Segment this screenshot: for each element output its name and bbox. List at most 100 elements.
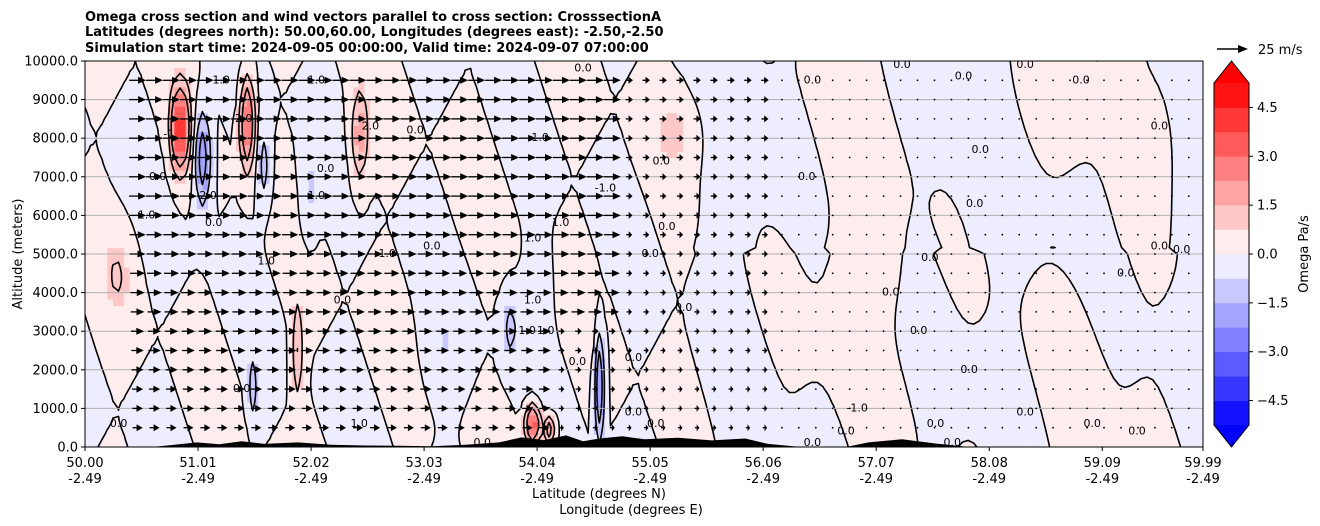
omega-cell	[174, 247, 181, 255]
omega-cell	[174, 234, 181, 242]
omega-cell	[303, 163, 310, 171]
omega-cell	[470, 189, 477, 197]
omega-cell	[504, 144, 511, 152]
omega-cell	[459, 369, 466, 377]
omega-cell	[392, 144, 399, 152]
omega-cell	[118, 247, 125, 255]
omega-cell	[224, 331, 231, 339]
omega-cell	[213, 208, 220, 216]
omega-cell	[303, 395, 310, 403]
omega-cell	[135, 254, 142, 262]
omega-cell	[308, 331, 315, 339]
omega-cell	[85, 234, 92, 242]
omega-cell	[202, 408, 209, 416]
omega-cell	[213, 221, 220, 229]
omega-cell	[275, 299, 282, 307]
omega-cell	[202, 369, 209, 377]
omega-cell	[291, 356, 299, 364]
omega-cell	[124, 138, 131, 146]
omega-cell	[213, 311, 220, 319]
omega-cell	[286, 286, 293, 294]
omega-cell	[85, 292, 92, 300]
omega-cell	[537, 260, 544, 268]
omega-cell	[101, 427, 108, 435]
omega-cell	[364, 421, 371, 429]
omega-cell	[336, 80, 343, 88]
omega-cell	[90, 67, 97, 75]
omega-cell	[207, 234, 215, 242]
omega-cell	[280, 247, 287, 255]
omega-cell	[453, 434, 461, 442]
omega-cell	[353, 183, 360, 191]
omega-cell	[168, 215, 176, 223]
omega-cell	[291, 208, 299, 216]
omega-cell	[207, 138, 215, 146]
omega-cell	[107, 344, 114, 352]
omega-cell	[498, 331, 505, 339]
omega-cell	[392, 311, 399, 319]
omega-cell	[196, 234, 203, 242]
omega-cell	[470, 434, 477, 442]
omega-cell	[392, 337, 399, 345]
omega-cell	[442, 151, 449, 159]
omega-cell	[263, 228, 271, 236]
omega-cell	[314, 151, 321, 159]
omega-cell	[370, 440, 377, 447]
omega-cell	[213, 369, 220, 377]
omega-cell	[330, 376, 338, 384]
omega-cell	[386, 118, 394, 126]
omega-cell	[358, 266, 366, 274]
omega-cell	[140, 305, 148, 313]
omega-cell	[241, 215, 248, 223]
omega-cell	[269, 356, 276, 364]
omega-cell	[431, 331, 438, 339]
omega-cell	[180, 324, 187, 332]
omega-cell	[431, 376, 438, 384]
omega-cell	[308, 93, 315, 101]
omega-cell	[185, 311, 192, 319]
omega-cell	[196, 228, 203, 236]
omega-cell	[252, 266, 259, 274]
omega-cell	[325, 80, 332, 88]
omega-cell	[487, 292, 494, 300]
omega-cell	[235, 144, 243, 152]
omega-cell	[420, 202, 427, 210]
omega-cell	[319, 434, 326, 442]
omega-cell	[386, 311, 394, 319]
omega-cell	[398, 401, 405, 409]
omega-cell	[515, 414, 522, 422]
omega-cell	[314, 369, 321, 377]
omega-cell	[459, 266, 466, 274]
omega-cell	[381, 61, 388, 69]
omega-cell	[191, 61, 198, 69]
omega-cell	[124, 176, 131, 184]
omega-cell	[481, 144, 489, 152]
omega-cell	[157, 311, 164, 319]
omega-cell	[358, 138, 366, 146]
omega-cell	[202, 73, 209, 81]
omega-cell	[168, 318, 176, 326]
omega-cell	[425, 163, 433, 171]
omega-cell	[135, 80, 142, 88]
omega-cell	[291, 176, 299, 184]
omega-cell	[459, 106, 466, 114]
omega-cell	[252, 138, 259, 146]
omega-cell	[118, 434, 125, 442]
omega-cell	[319, 279, 326, 287]
omega-cell	[314, 279, 321, 287]
omega-cell	[470, 273, 477, 281]
omega-cell	[521, 125, 528, 133]
omega-cell	[168, 208, 176, 216]
omega-cell	[235, 196, 243, 204]
omega-cell	[202, 389, 209, 397]
omega-cell	[96, 434, 103, 442]
omega-cell	[157, 221, 164, 229]
omega-cell	[96, 112, 103, 120]
omega-cell	[163, 266, 170, 274]
omega-cell	[101, 99, 108, 107]
omega-cell	[470, 395, 477, 403]
omega-cell	[90, 73, 97, 81]
omega-cell	[269, 299, 276, 307]
omega-cell	[224, 273, 231, 281]
omega-cell	[358, 427, 366, 435]
